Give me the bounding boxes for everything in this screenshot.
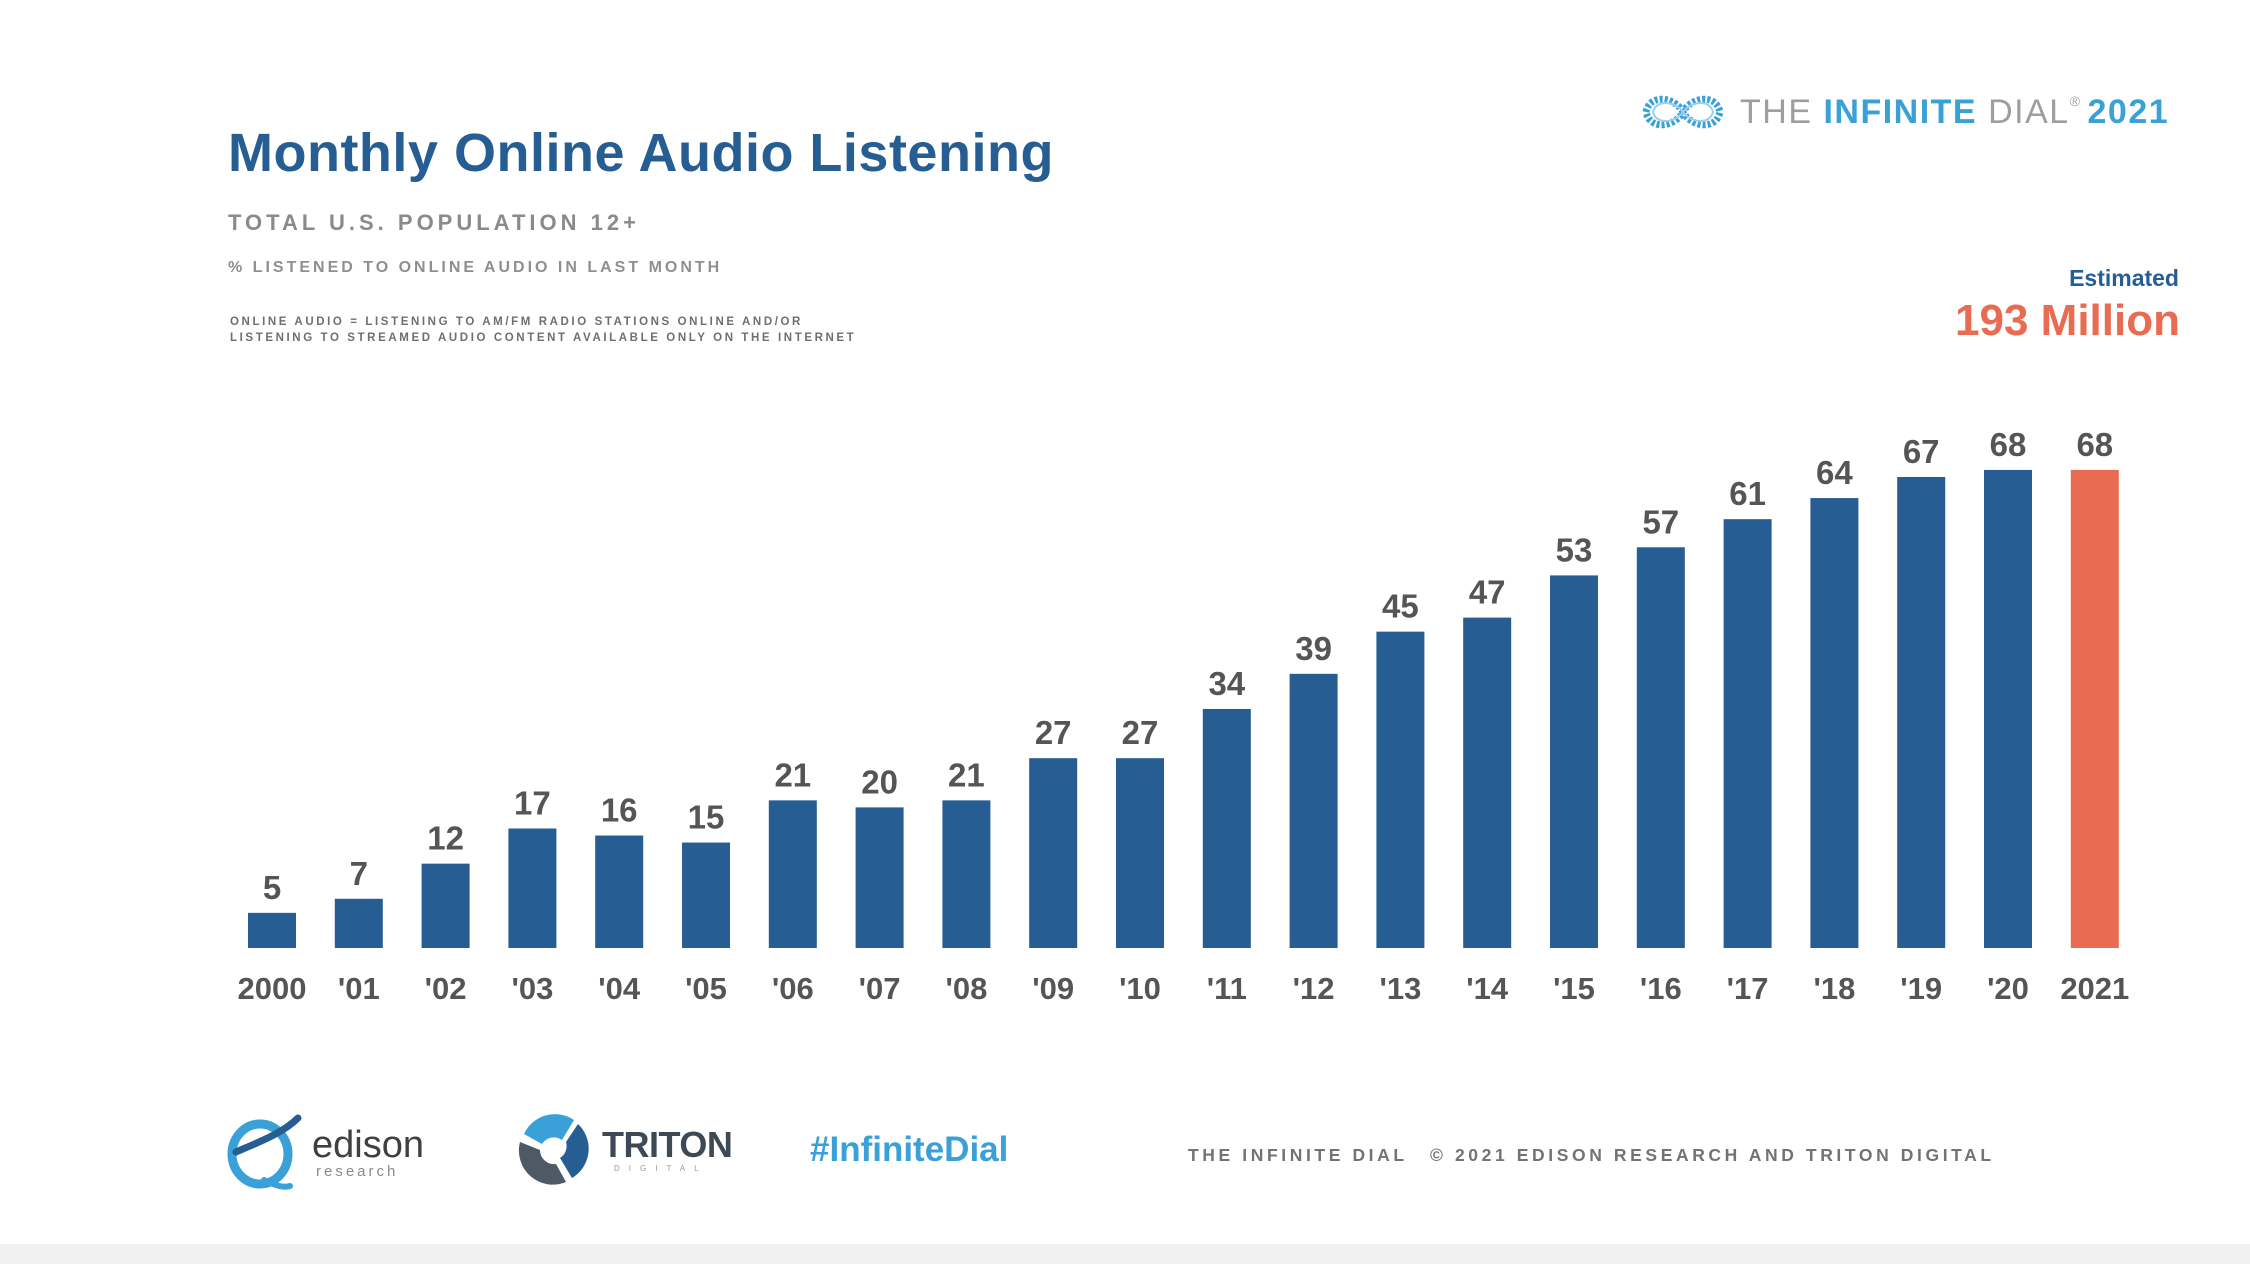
- bar-value-label-14: 47: [1469, 574, 1506, 611]
- bar-18: [1810, 498, 1859, 948]
- footer-copyright: © 2021 EDISON RESEARCH AND TRITON DIGITA…: [1430, 1145, 1995, 1165]
- category-label-4: '04: [598, 971, 641, 1006]
- measure-description: % LISTENED TO ONLINE AUDIO IN LAST MONTH: [228, 259, 723, 276]
- bar-4: [595, 835, 644, 948]
- bar-value-label-2: 12: [427, 820, 464, 857]
- bar-13: [1376, 631, 1425, 948]
- category-label-7: '07: [859, 971, 901, 1006]
- bar-5: [682, 842, 730, 948]
- bar-17: [1723, 519, 1772, 948]
- brand-dial: DIAL: [1977, 92, 2070, 131]
- estimated-label: Estimated: [2069, 265, 2179, 291]
- bar-14: [1463, 617, 1512, 948]
- bar-value-label-13: 45: [1382, 588, 1419, 625]
- edison-wordmark: edison research: [312, 1122, 424, 1179]
- category-label-8: '08: [945, 971, 987, 1006]
- bar-value-label-17: 61: [1729, 475, 1766, 512]
- category-label-2: '02: [425, 971, 467, 1006]
- brand-registered: ®: [2069, 92, 2082, 109]
- bar-7: [855, 807, 904, 948]
- category-label-14: '14: [1466, 971, 1509, 1006]
- bar-2: [421, 863, 470, 948]
- category-label-20: '20: [1987, 971, 2029, 1006]
- category-label-17: '17: [1727, 971, 1769, 1006]
- bar-19: [1897, 476, 1946, 948]
- bar-value-label-20: 68: [1990, 426, 2027, 463]
- bar-20: [1984, 469, 2032, 948]
- bar-12: [1289, 673, 1338, 948]
- triton-name: TRITON: [602, 1124, 733, 1165]
- category-label-21: 2021: [2060, 971, 2129, 1006]
- estimated-value: 193 Million: [1955, 296, 2180, 345]
- bar-8: [942, 800, 991, 948]
- bar-value-label-11: 34: [1208, 665, 1245, 702]
- bar-value-label-15: 53: [1556, 531, 1593, 568]
- hashtag: #InfiniteDial: [810, 1130, 1009, 1169]
- bar-6: [768, 800, 817, 948]
- category-label-1: '01: [338, 971, 380, 1006]
- edison-name: edison: [312, 1123, 424, 1166]
- bar-value-label-1: 7: [350, 855, 368, 892]
- bar-value-label-4: 16: [601, 792, 638, 829]
- bar-3: [508, 828, 557, 948]
- triton-subtext: DIGITAL: [614, 1164, 708, 1173]
- bar-value-label-19: 67: [1903, 433, 1940, 470]
- triton-digital-logo: TRITON DIGITAL: [516, 1112, 733, 1188]
- bar-value-label-5: 15: [688, 799, 725, 836]
- bar-15: [1550, 575, 1598, 948]
- category-label-9: '09: [1032, 971, 1074, 1006]
- chart-subtitle: TOTAL U.S. POPULATION 12+: [228, 210, 640, 235]
- category-label-15: '15: [1553, 971, 1595, 1006]
- bar-value-label-12: 39: [1295, 630, 1332, 667]
- category-label-16: '16: [1640, 971, 1682, 1006]
- category-label-11: '11: [1207, 971, 1247, 1006]
- category-label-3: '03: [511, 971, 553, 1006]
- bar-value-label-6: 21: [774, 756, 811, 793]
- bar-value-label-16: 57: [1642, 503, 1679, 540]
- category-label-6: '06: [772, 971, 814, 1006]
- category-label-12: '12: [1293, 971, 1335, 1006]
- chart-title: Monthly Online Audio Listening: [228, 123, 1054, 183]
- category-label-19: '19: [1900, 971, 1942, 1006]
- footer-brand: THE INFINITE DIAL: [1188, 1145, 1408, 1165]
- bar-value-label-18: 64: [1816, 454, 1853, 491]
- bar-1: [334, 898, 383, 948]
- bar-value-label-21: 68: [2076, 426, 2113, 463]
- edison-research-logo: edison research: [224, 1108, 424, 1192]
- category-label-0: 2000: [238, 971, 307, 1006]
- brand-the: THE: [1740, 92, 1824, 131]
- triton-ring-icon: [518, 1114, 589, 1185]
- bar-value-label-3: 17: [514, 784, 551, 821]
- bar-16: [1636, 547, 1685, 948]
- bar-9: [1029, 758, 1078, 948]
- category-label-5: '05: [685, 971, 727, 1006]
- bar-0: [248, 912, 296, 948]
- bar-21: [2070, 469, 2119, 948]
- bar-value-label-0: 5: [263, 869, 281, 906]
- bar-value-label-7: 20: [861, 763, 898, 800]
- bar-value-label-10: 27: [1122, 714, 1159, 751]
- bar-value-label-9: 27: [1035, 714, 1072, 751]
- infinity-loop-icon: [1642, 95, 1724, 129]
- bar-10: [1116, 758, 1164, 948]
- brand-wordmark: THE INFINITE DIAL® 2021: [1740, 93, 2169, 132]
- definition-line-2: LISTENING TO STREAMED AUDIO CONTENT AVAI…: [230, 332, 857, 344]
- category-label-13: '13: [1379, 971, 1421, 1006]
- category-label-18: '18: [1813, 971, 1855, 1006]
- definition-line-1: ONLINE AUDIO = LISTENING TO AM/FM RADIO …: [230, 316, 803, 328]
- edison-swirl-icon: [227, 1114, 302, 1190]
- brand-year: 2021: [2087, 92, 2170, 131]
- edison-subtext: research: [316, 1162, 399, 1180]
- bar-11: [1202, 708, 1251, 948]
- infinite-dial-brand: THE INFINITE DIAL® 2021: [1640, 84, 2169, 140]
- online-audio-definition: ONLINE AUDIO = LISTENING TO AM/FM RADIO …: [230, 314, 990, 346]
- brand-infinite: INFINITE: [1823, 92, 1978, 131]
- triton-wordmark: TRITON DIGITAL: [602, 1124, 733, 1173]
- bottom-band: [0, 1244, 2250, 1264]
- category-label-10: '10: [1119, 971, 1161, 1006]
- bar-value-label-8: 21: [948, 756, 985, 793]
